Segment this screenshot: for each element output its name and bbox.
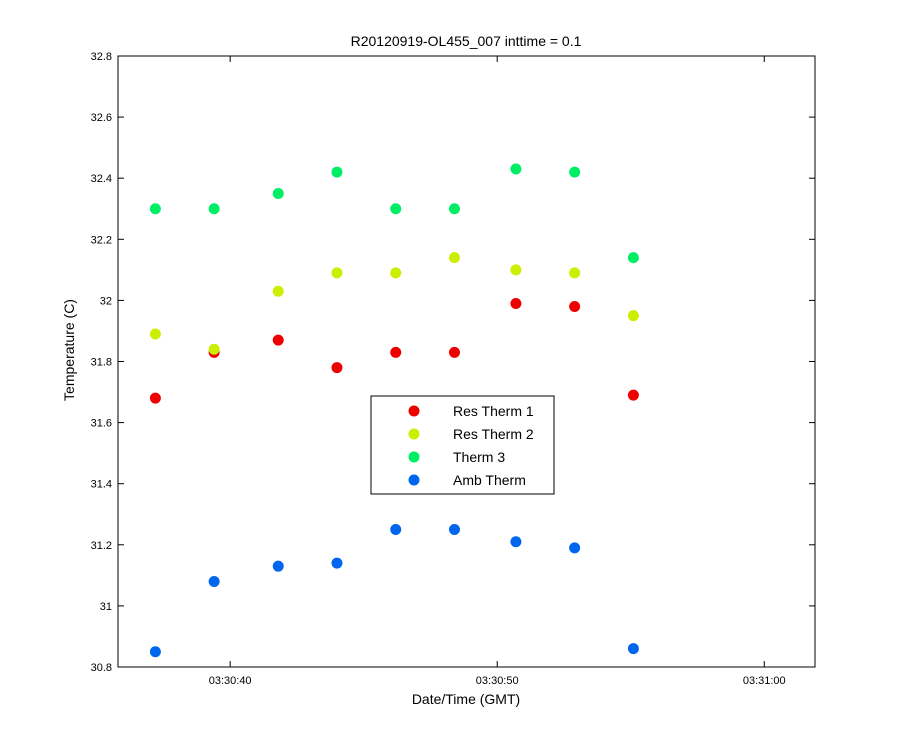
data-point [331, 557, 343, 569]
legend-label: Amb Therm [453, 472, 526, 488]
legend-marker [408, 405, 420, 417]
y-axis-label: Temperature (C) [61, 299, 77, 401]
data-point [569, 166, 581, 178]
y-tick-label: 31.6 [91, 418, 112, 430]
data-point [208, 203, 220, 215]
data-point [627, 389, 639, 401]
legend-marker [408, 451, 420, 463]
legend-label: Therm 3 [453, 449, 505, 465]
data-point [331, 267, 343, 279]
data-point [569, 301, 581, 313]
data-point [331, 166, 343, 178]
data-point [569, 267, 581, 279]
data-point [448, 524, 460, 536]
series-res-therm-2 [149, 252, 639, 355]
y-tick-label: 31.2 [91, 540, 112, 552]
y-tick-label: 31 [100, 601, 112, 613]
data-point [627, 252, 639, 264]
y-tick-label: 32.4 [91, 173, 112, 185]
data-point [510, 536, 522, 548]
legend-marker [408, 474, 420, 486]
x-tick-label: 03:30:40 [209, 675, 252, 687]
legend-label: Res Therm 1 [453, 403, 534, 419]
data-point [390, 203, 402, 215]
series-therm-3 [149, 163, 639, 264]
data-point [272, 560, 284, 572]
legend-box [370, 395, 555, 495]
data-point [149, 328, 161, 340]
data-point [448, 252, 460, 264]
data-point [510, 163, 522, 175]
data-point [272, 334, 284, 346]
data-point [149, 203, 161, 215]
data-point [272, 187, 284, 199]
data-point [331, 362, 343, 374]
chart-title: R20120919-OL455_007 inttime = 0.1 [351, 33, 582, 49]
data-point [149, 646, 161, 658]
data-point [390, 524, 402, 536]
y-tick-label: 31.8 [91, 357, 112, 369]
legend-label: Res Therm 2 [453, 426, 534, 442]
data-point [627, 310, 639, 322]
plot-area: 30.8 31 31.2 31.4 31.6 31.8 32 32.2 32.4 32.6 32.8… [91, 51, 816, 687]
data-point [569, 542, 581, 554]
plot-frame [117, 55, 816, 668]
data-point [208, 343, 220, 355]
x-axis-label: Date/Time (GMT) [412, 691, 520, 707]
y-tick-label: 31.4 [91, 479, 112, 491]
legend-marker [408, 428, 420, 440]
y-tick-label: 32.6 [91, 112, 112, 124]
data-point [510, 297, 522, 309]
data-point [149, 392, 161, 404]
series-amb-therm [149, 524, 639, 658]
data-point [448, 203, 460, 215]
data-point [510, 264, 522, 276]
data-point [627, 643, 639, 655]
y-tick-label: 30.8 [91, 662, 112, 674]
data-point [208, 575, 220, 587]
y-tick-label: 32 [100, 295, 112, 307]
y-tick-label: 32.2 [91, 234, 112, 246]
y-tick-label: 32.8 [91, 51, 112, 63]
data-point [448, 346, 460, 358]
x-tick-label: 03:31:00 [743, 675, 786, 687]
legend: Res Therm 1 Res Therm 2 Therm 3 Amb Therm [370, 395, 555, 495]
x-tick-label: 03:30:50 [476, 675, 519, 687]
data-point [390, 346, 402, 358]
data-points [149, 163, 639, 658]
data-point [272, 285, 284, 297]
data-point [390, 267, 402, 279]
